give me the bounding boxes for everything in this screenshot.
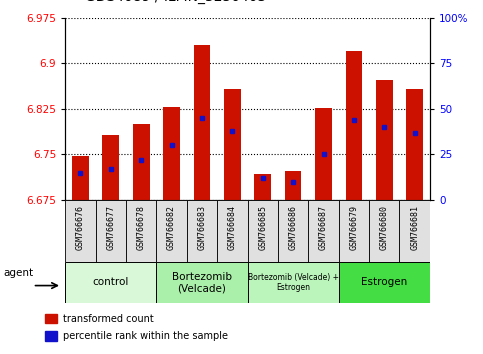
- Bar: [369, 200, 399, 262]
- Bar: [45, 331, 57, 341]
- Bar: [224, 89, 241, 200]
- Text: GSM766680: GSM766680: [380, 205, 389, 250]
- Bar: [285, 171, 301, 200]
- Bar: [156, 200, 187, 262]
- Text: GSM766679: GSM766679: [349, 205, 358, 250]
- Bar: [399, 200, 430, 262]
- Bar: [248, 262, 339, 303]
- Bar: [126, 200, 156, 262]
- Bar: [65, 200, 96, 262]
- Bar: [339, 200, 369, 262]
- Bar: [308, 200, 339, 262]
- Text: Bortezomib (Velcade) +
Estrogen: Bortezomib (Velcade) + Estrogen: [248, 273, 339, 292]
- Text: GSM766683: GSM766683: [198, 205, 206, 250]
- Bar: [248, 200, 278, 262]
- Bar: [278, 200, 308, 262]
- Bar: [345, 51, 362, 200]
- Bar: [187, 200, 217, 262]
- Bar: [339, 262, 430, 303]
- Text: GDS4089 / ILMN_3250403: GDS4089 / ILMN_3250403: [85, 0, 266, 4]
- Text: GSM766676: GSM766676: [76, 205, 85, 250]
- Text: GSM766684: GSM766684: [228, 205, 237, 250]
- Text: GSM766678: GSM766678: [137, 205, 146, 250]
- Bar: [163, 107, 180, 200]
- Text: percentile rank within the sample: percentile rank within the sample: [63, 331, 228, 341]
- Bar: [133, 124, 150, 200]
- Bar: [315, 108, 332, 200]
- Text: GSM766682: GSM766682: [167, 205, 176, 250]
- Bar: [194, 45, 210, 200]
- Bar: [72, 156, 89, 200]
- Text: GSM766686: GSM766686: [289, 205, 298, 250]
- Text: GSM766677: GSM766677: [106, 205, 115, 250]
- Bar: [96, 200, 126, 262]
- Text: Estrogen: Estrogen: [361, 277, 408, 287]
- Bar: [102, 135, 119, 200]
- Bar: [406, 89, 423, 200]
- Text: GSM766681: GSM766681: [410, 205, 419, 250]
- Bar: [255, 174, 271, 200]
- Bar: [217, 200, 248, 262]
- Text: agent: agent: [3, 268, 33, 278]
- Bar: [45, 314, 57, 323]
- Bar: [65, 262, 156, 303]
- Text: Bortezomib
(Velcade): Bortezomib (Velcade): [172, 272, 232, 293]
- Text: GSM766687: GSM766687: [319, 205, 328, 250]
- Bar: [376, 80, 393, 200]
- Text: GSM766685: GSM766685: [258, 205, 267, 250]
- Bar: [156, 262, 248, 303]
- Text: control: control: [93, 277, 129, 287]
- Text: transformed count: transformed count: [63, 314, 154, 324]
